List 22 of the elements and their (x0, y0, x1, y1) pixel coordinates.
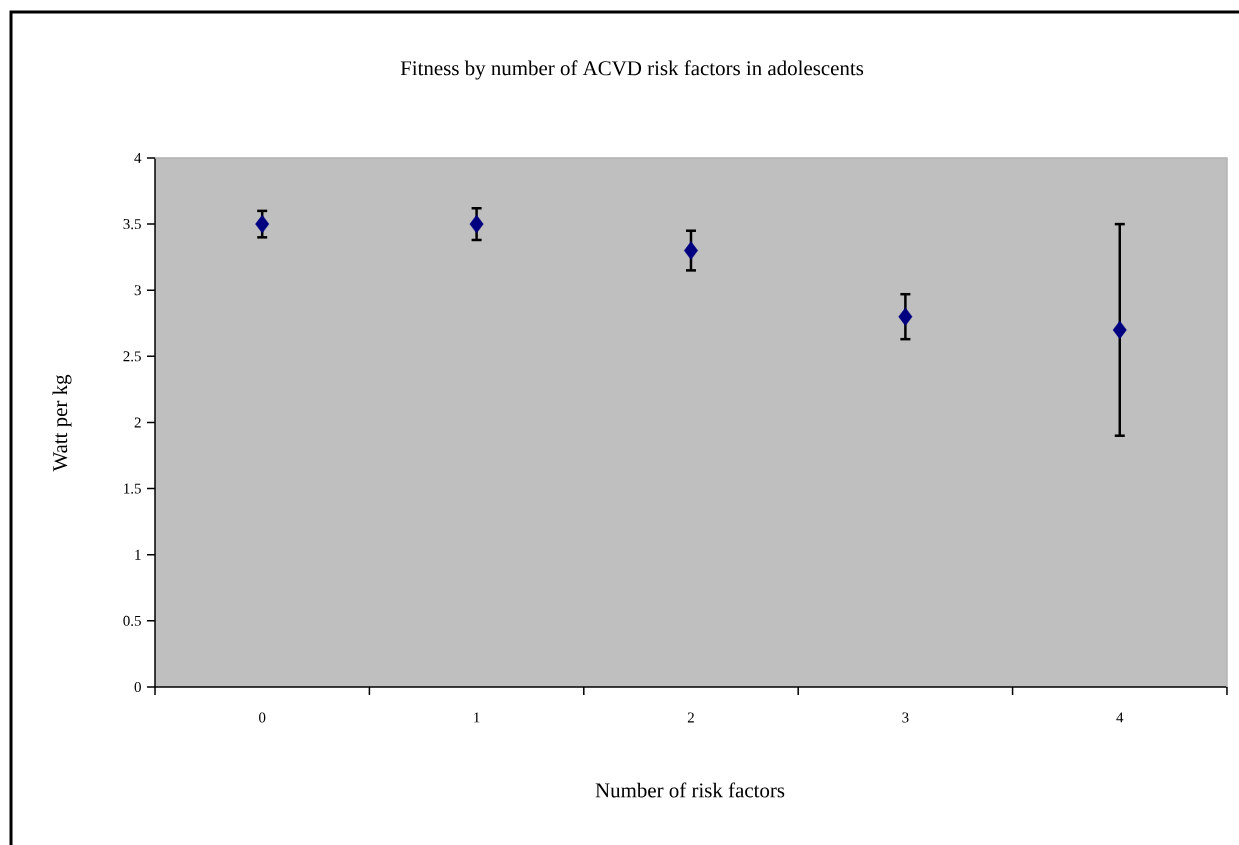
chart-title: Fitness by number of ACVD risk factors in adolescents (400, 60, 864, 80)
y-axis-title: Watt per kg (52, 374, 72, 472)
x-tick-label: 3 (902, 712, 909, 723)
point (898, 307, 913, 326)
y-tick-label: 0.5 (123, 615, 141, 626)
x-axis-title: Number of risk factors (595, 782, 785, 798)
y-tick-label: 1 (135, 549, 141, 560)
y-tick-label: 2.5 (123, 351, 141, 362)
x-tick-label: 4 (1116, 712, 1124, 723)
point (255, 214, 270, 234)
y-tick-label: 3 (134, 285, 141, 296)
y-tick-label: 2 (134, 417, 141, 428)
y-tick-label: 0 (134, 681, 141, 693)
x-tick-label: 1 (474, 712, 480, 723)
point (684, 241, 698, 260)
y-tick-label: 1.5 (124, 483, 141, 494)
x-tick-label: 2 (687, 712, 694, 723)
point (469, 214, 484, 234)
point (1112, 320, 1127, 340)
y-tick-label: 3.5 (123, 219, 141, 230)
x-tick-label: 0 (259, 712, 266, 723)
y-tick-label: 4 (134, 153, 142, 163)
